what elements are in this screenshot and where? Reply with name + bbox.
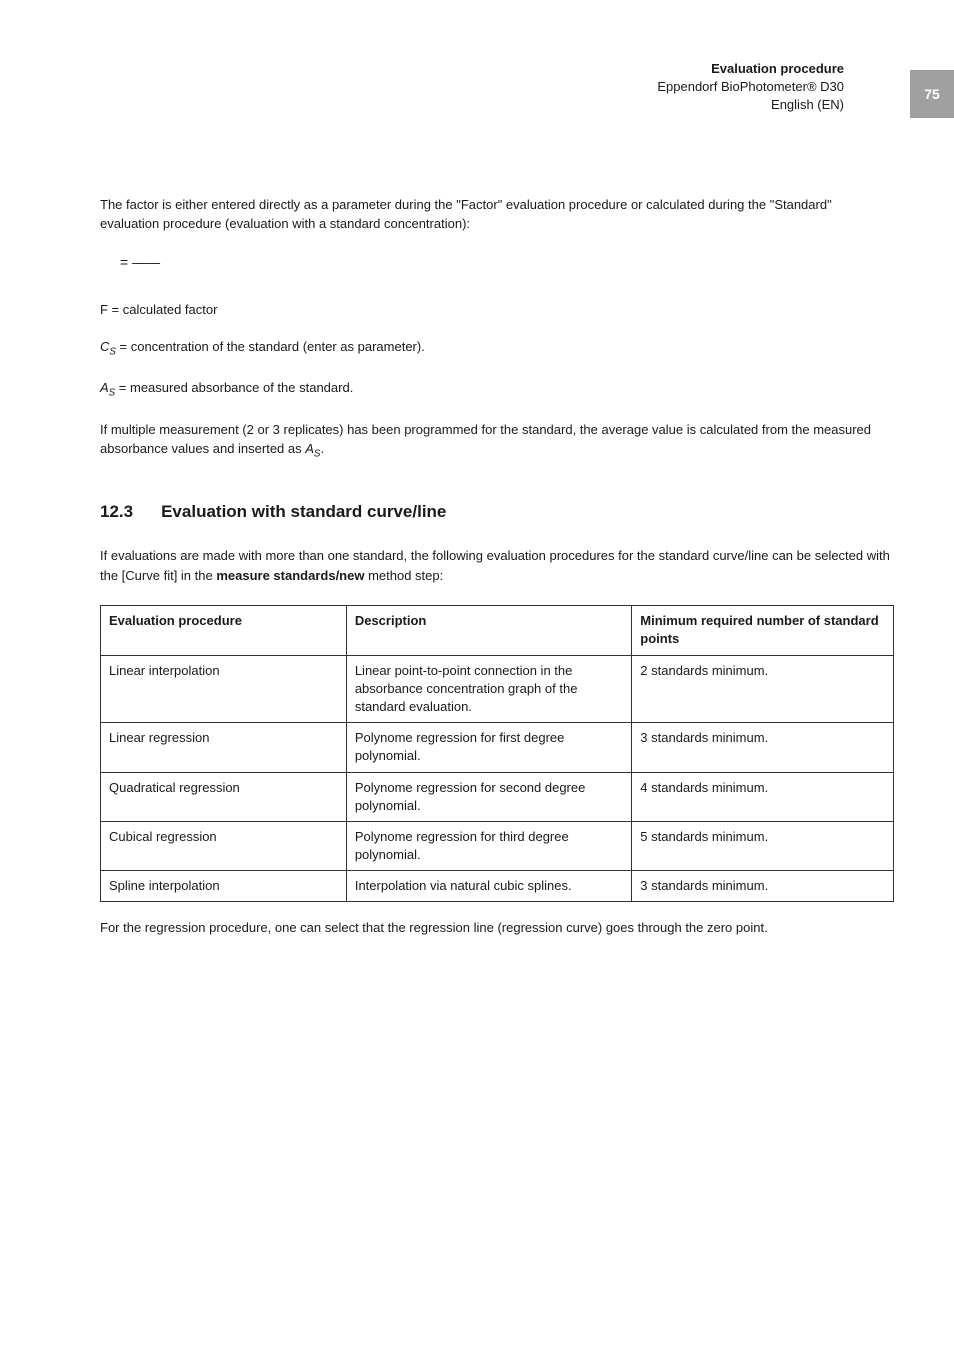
evaluation-table: Evaluation procedure Description Minimum… (100, 605, 894, 902)
table-cell: 4 standards minimum. (632, 772, 894, 821)
table-row: Spline interpolation Interpolation via n… (101, 871, 894, 902)
table-row: Cubical regression Polynome regression f… (101, 821, 894, 870)
table-cell: Linear point-to-point connection in the … (346, 655, 631, 723)
definition-multi: If multiple measurement (2 or 3 replicat… (100, 420, 894, 463)
table-cell: 2 standards minimum. (632, 655, 894, 723)
table-row: Quadratical regression Polynome regressi… (101, 772, 894, 821)
table-cell: 5 standards minimum. (632, 821, 894, 870)
section-title: Evaluation with standard curve/line (161, 502, 446, 522)
as-text: = measured absorbance of the standard. (115, 380, 353, 395)
section-number: 12.3 (100, 502, 133, 522)
table-header-c3: Minimum required number of standard poin… (632, 606, 894, 655)
page-header: Evaluation procedure Eppendorf BioPhotom… (100, 60, 894, 115)
section-intro: If evaluations are made with more than o… (100, 546, 894, 585)
intro-paragraph: The factor is either entered directly as… (100, 195, 894, 234)
table-cell: Spline interpolation (101, 871, 347, 902)
table-cell: Polynome regression for first degree pol… (346, 723, 631, 772)
multi-prefix: If multiple measurement (2 or 3 replicat… (100, 422, 871, 457)
definition-cs: CS = concentration of the standard (ente… (100, 337, 894, 360)
cs-symbol-base: C (100, 339, 109, 354)
table-cell: Polynome regression for second degree po… (346, 772, 631, 821)
table-header-c2: Description (346, 606, 631, 655)
table-row: Linear interpolation Linear point-to-poi… (101, 655, 894, 723)
table-cell: 3 standards minimum. (632, 723, 894, 772)
table-cell: Linear interpolation (101, 655, 347, 723)
table-cell: 3 standards minimum. (632, 871, 894, 902)
section-intro-bold: measure standards/new (216, 568, 364, 583)
definition-as: AS = measured absorbance of the standard… (100, 378, 894, 401)
table-header-c1: Evaluation procedure (101, 606, 347, 655)
page-number: 75 (924, 86, 940, 102)
section-intro-after: method step: (364, 568, 443, 583)
table-cell: Interpolation via natural cubic splines. (346, 871, 631, 902)
header-product: Eppendorf BioPhotometer® D30 (100, 78, 844, 96)
section-heading: 12.3 Evaluation with standard curve/line (100, 502, 894, 522)
footer-paragraph: For the regression procedure, one can se… (100, 918, 894, 938)
cs-text: = concentration of the standard (enter a… (116, 339, 425, 354)
header-language: English (EN) (100, 96, 844, 114)
table-cell: Cubical regression (101, 821, 347, 870)
table-cell: Polynome regression for third degree pol… (346, 821, 631, 870)
table-cell: Quadratical regression (101, 772, 347, 821)
as-symbol-base: A (100, 380, 109, 395)
page-number-tab: 75 (910, 70, 954, 118)
multi-suffix: . (320, 441, 324, 456)
table-cell: Linear regression (101, 723, 347, 772)
table-row: Linear regression Polynome regression fo… (101, 723, 894, 772)
header-title: Evaluation procedure (100, 60, 844, 78)
formula: = —— (120, 254, 894, 270)
definition-f: F = calculated factor (100, 300, 894, 320)
table-header-row: Evaluation procedure Description Minimum… (101, 606, 894, 655)
multi-sym-base: A (305, 441, 314, 456)
